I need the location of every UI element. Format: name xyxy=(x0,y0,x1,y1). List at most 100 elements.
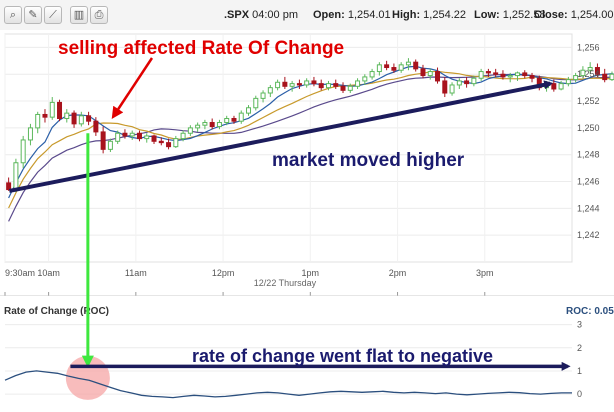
selling-annotation: selling affected Rate Of Change xyxy=(58,38,344,59)
roc-line xyxy=(4,370,572,399)
candle-down xyxy=(71,112,77,125)
roc-y-tick-label: 3 xyxy=(577,320,582,330)
candle-down xyxy=(296,83,302,86)
high-value: 1,254.22 xyxy=(423,9,466,21)
high-label: High: xyxy=(392,9,421,21)
pencil-icon[interactable]: ✎ xyxy=(24,6,42,24)
candle-up xyxy=(507,75,513,78)
candle-down xyxy=(420,68,426,77)
candle-down xyxy=(464,80,470,85)
candle-up xyxy=(216,122,222,128)
date-label: 12/22 Thursday xyxy=(254,278,317,288)
time-tick-label: 9:30am xyxy=(5,268,35,278)
candle-down xyxy=(318,83,324,89)
time-tick-label: 1pm xyxy=(302,268,320,278)
candle-up xyxy=(478,71,484,79)
price-panel: 1,242 1,244 1,246 1,248 1,250 1,252 1,254 1,256… xyxy=(0,30,614,300)
ruler-icon[interactable]: ⟋ xyxy=(44,6,62,24)
magnifier-icon[interactable]: ⌕ xyxy=(4,6,22,24)
open-readout: Open: 1,254.01 xyxy=(313,9,391,21)
price-y-tick-label: 1,254 xyxy=(577,69,600,79)
price-y-tick-label: 1,242 xyxy=(577,230,600,240)
roc-readout: ROC: 0.05 xyxy=(566,306,614,317)
price-y-tick-label: 1,252 xyxy=(577,96,600,106)
candle-up xyxy=(369,71,375,78)
candle-up xyxy=(514,72,520,77)
time-x-axis: 9:30am 10am 11am 12pm 1pm 2pm 3pm xyxy=(4,268,494,296)
candle-down xyxy=(86,115,92,122)
close-label: Close: xyxy=(534,9,568,21)
price-y-tick-label: 1,250 xyxy=(577,123,600,133)
roc-annotation: rate of change went flat to negative xyxy=(192,346,493,366)
candle-up xyxy=(107,140,113,150)
candle-down xyxy=(485,71,491,74)
candle-up xyxy=(246,107,252,114)
candle-up xyxy=(325,83,331,89)
time-tick-label: 10am xyxy=(37,268,60,278)
time-tick-label: 2pm xyxy=(389,268,407,278)
candle-up xyxy=(129,132,135,137)
candle-down xyxy=(151,135,157,142)
low-label: Low: xyxy=(474,9,500,21)
time-tick-label: 12pm xyxy=(212,268,235,278)
candle-up xyxy=(587,67,593,71)
candle-down xyxy=(282,81,288,87)
price-y-tick-label: 1,246 xyxy=(577,177,600,187)
candle-up xyxy=(456,80,462,86)
candle-up xyxy=(238,112,244,122)
candlestick-icon[interactable]: ▥ xyxy=(70,6,88,24)
candle-up xyxy=(187,127,193,134)
roc-y-tick-label: 0 xyxy=(577,389,582,399)
price-y-tick-label: 1,244 xyxy=(577,203,600,213)
price-y-tick-label: 1,248 xyxy=(577,150,600,160)
chart-toolbar: ⌕ ✎ ⟋ ▥ ⎙ .SPX 04:00 pm Open: 1,254.01 H… xyxy=(0,0,614,31)
market-annotation: market moved higher xyxy=(272,150,465,171)
candle-up xyxy=(78,115,84,125)
candle-down xyxy=(42,113,48,118)
printer-icon[interactable]: ⎙ xyxy=(90,6,108,24)
candle-up xyxy=(558,83,564,90)
candle-up xyxy=(202,122,208,126)
candle-up xyxy=(224,117,230,124)
time-tick-label: 11am xyxy=(125,268,147,278)
candle-down xyxy=(442,80,448,94)
candle-down xyxy=(100,131,106,150)
price-grid xyxy=(4,34,572,262)
candle-down xyxy=(594,67,600,75)
candle-up xyxy=(49,101,55,118)
candle-up xyxy=(173,138,179,148)
candle-down xyxy=(57,101,63,119)
candle-down xyxy=(6,182,12,191)
roc-y-axis: 0 1 2 3 xyxy=(577,320,582,399)
candle-up xyxy=(13,162,19,191)
candle-up xyxy=(304,80,310,86)
roc-y-tick-label: 2 xyxy=(577,343,582,353)
open-value: 1,254.01 xyxy=(347,9,391,21)
high-readout: High: 1,254.22 xyxy=(392,9,466,21)
candle-down xyxy=(500,73,506,78)
candle-down xyxy=(493,72,499,75)
candle-down xyxy=(522,72,528,77)
candle-down xyxy=(602,73,608,81)
candle-down xyxy=(158,140,164,144)
roc-panel: 0 1 2 3 Rate of Change (ROC) ROC: 0.05 xyxy=(0,295,614,412)
candle-down xyxy=(529,75,535,79)
candle-up xyxy=(362,76,368,82)
price-y-tick-label: 1,256 xyxy=(577,42,600,52)
symbol-label: .SPX xyxy=(224,9,250,21)
candle-down xyxy=(340,85,346,91)
candle-up xyxy=(376,64,382,73)
price-y-axis: 1,242 1,244 1,246 1,248 1,250 1,252 1,254 1,256 xyxy=(577,42,600,240)
low-readout: Low: 1,252.58 xyxy=(474,9,546,21)
time-label: 04:00 pm xyxy=(252,9,299,21)
candle-up xyxy=(64,112,70,119)
candle-down xyxy=(311,80,317,85)
candle-up xyxy=(289,83,295,87)
candle-down xyxy=(384,64,390,69)
candle-down xyxy=(435,71,441,82)
candle-up xyxy=(267,87,273,94)
roc-highlight-circle xyxy=(65,355,110,400)
candle-down xyxy=(209,122,215,128)
low-value: 1,252.58 xyxy=(502,9,546,21)
candle-up xyxy=(565,79,571,85)
